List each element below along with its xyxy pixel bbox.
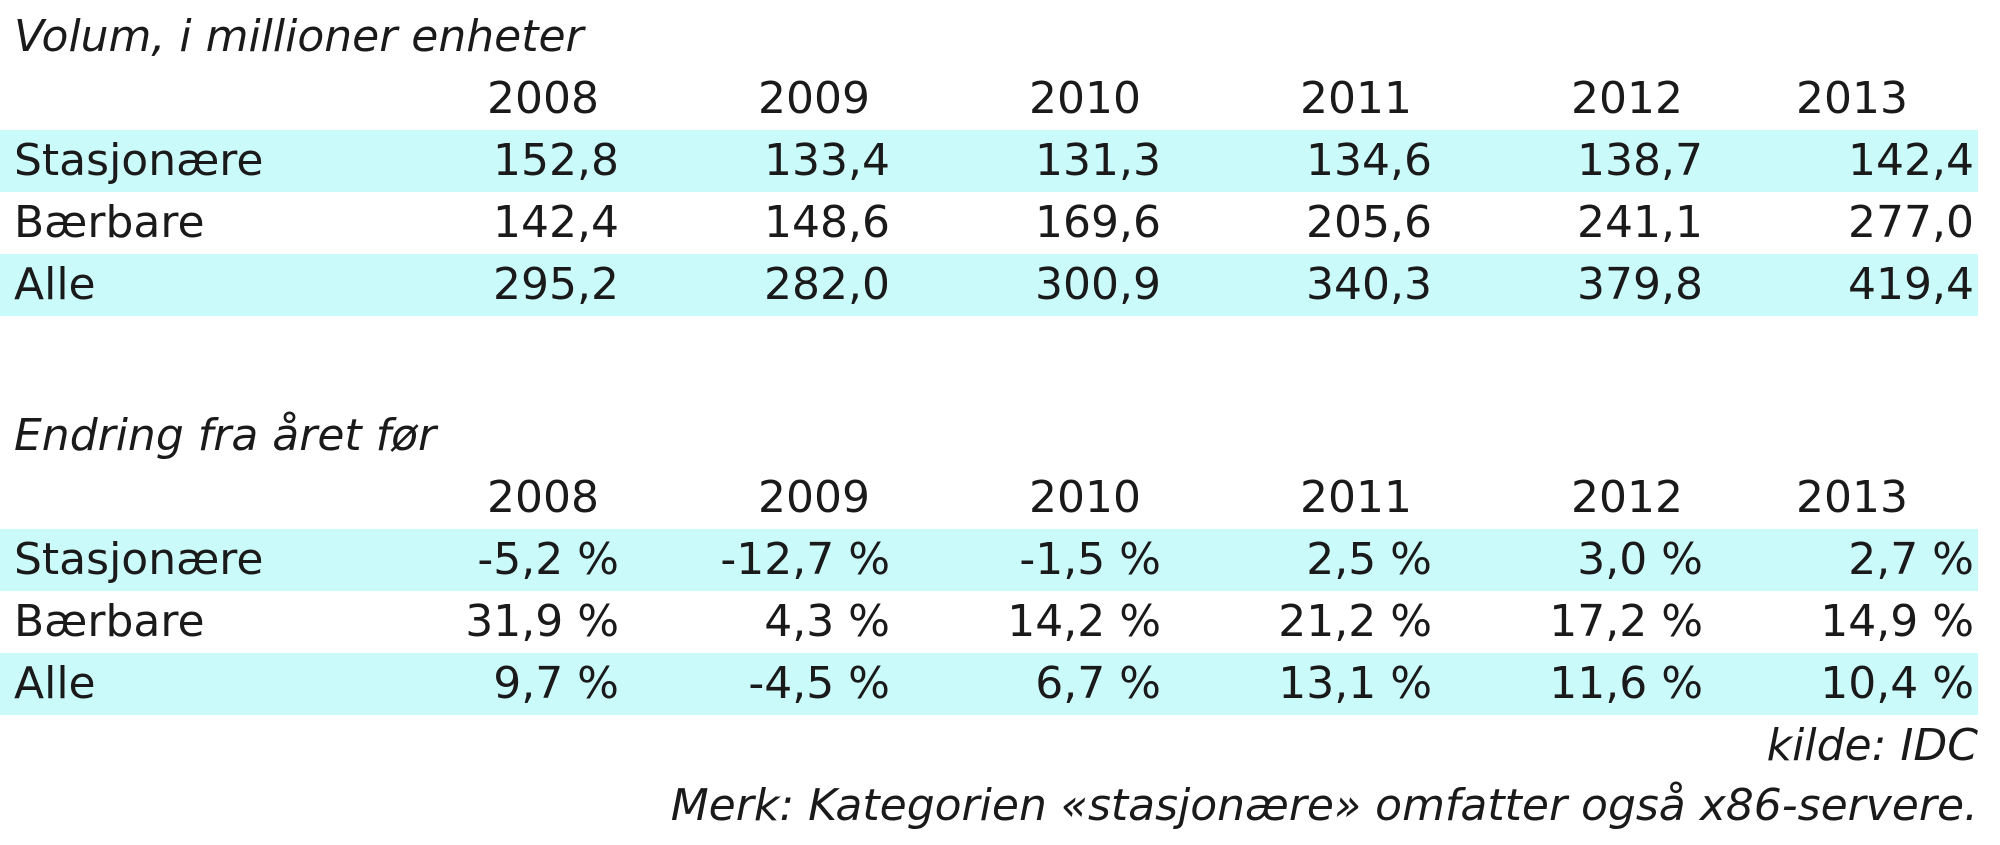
table-cell: 379,8 xyxy=(1577,259,1703,310)
table-cell: 14,9 % xyxy=(1820,596,1974,647)
row-label: Stasjonære xyxy=(14,135,264,186)
table-cell: -12,7 % xyxy=(720,534,890,585)
table-cell: 282,0 xyxy=(764,259,890,310)
year-header: 2008 xyxy=(487,73,599,124)
year-header: 2013 xyxy=(1796,73,1908,124)
row-label: Alle xyxy=(14,259,96,310)
table-cell: 13,1 % xyxy=(1278,658,1432,709)
table-cell: 205,6 xyxy=(1306,197,1432,248)
table-cell: 21,2 % xyxy=(1278,596,1432,647)
table-cell: 134,6 xyxy=(1306,135,1432,186)
volume-table-title: Volum, i millioner enheter xyxy=(14,11,584,62)
table-cell: 14,2 % xyxy=(1007,596,1161,647)
table-cell: 2,7 % xyxy=(1848,534,1974,585)
table-row: Stasjonære 152,8 133,4 131,3 134,6 138,7… xyxy=(0,130,1978,192)
table-cell: 419,4 xyxy=(1848,259,1974,310)
table-cell: -1,5 % xyxy=(1019,534,1161,585)
year-header: 2008 xyxy=(487,472,599,523)
year-header: 2013 xyxy=(1796,472,1908,523)
row-label: Alle xyxy=(14,658,96,709)
table-cell: 295,2 xyxy=(493,259,619,310)
row-label: Stasjonære xyxy=(14,534,264,585)
change-table-header-row: 2008 2009 2010 2011 2012 2013 xyxy=(0,467,1978,529)
table-cell: 340,3 xyxy=(1306,259,1432,310)
table-cell: 152,8 xyxy=(493,135,619,186)
table-row: Bærbare 142,4 148,6 169,6 205,6 241,1 27… xyxy=(0,192,1978,254)
table-cell: -4,5 % xyxy=(748,658,890,709)
change-table-title: Endring fra året før xyxy=(14,410,437,461)
table-cell: 3,0 % xyxy=(1577,534,1703,585)
table-cell: 10,4 % xyxy=(1820,658,1974,709)
table-cell: 148,6 xyxy=(764,197,890,248)
volume-table-header-row: 2008 2009 2010 2011 2012 2013 xyxy=(0,68,1978,130)
year-header: 2010 xyxy=(1029,472,1141,523)
table-row: Alle 295,2 282,0 300,9 340,3 379,8 419,4 xyxy=(0,254,1978,316)
table-cell: 131,3 xyxy=(1035,135,1161,186)
row-label: Bærbare xyxy=(14,197,205,248)
table-cell: 17,2 % xyxy=(1549,596,1703,647)
year-header: 2011 xyxy=(1300,73,1412,124)
year-header: 2009 xyxy=(758,472,870,523)
table-cell: 138,7 xyxy=(1577,135,1703,186)
row-label: Bærbare xyxy=(14,596,205,647)
table-cell: 142,4 xyxy=(1848,135,1974,186)
footnote: Merk: Kategorien «stasjonære» omfatter o… xyxy=(670,780,1978,831)
table-cell: 241,1 xyxy=(1577,197,1703,248)
table-cell: 142,4 xyxy=(493,197,619,248)
table-cell: 169,6 xyxy=(1035,197,1161,248)
source-note: kilde: IDC xyxy=(1766,720,1978,771)
table-cell: 277,0 xyxy=(1848,197,1974,248)
table-cell: 31,9 % xyxy=(465,596,619,647)
table-row: Bærbare 31,9 % 4,3 % 14,2 % 21,2 % 17,2 … xyxy=(0,591,1978,653)
table-cell: 133,4 xyxy=(764,135,890,186)
year-header: 2009 xyxy=(758,73,870,124)
table-row: Stasjonære -5,2 % -12,7 % -1,5 % 2,5 % 3… xyxy=(0,529,1978,591)
year-header: 2011 xyxy=(1300,472,1412,523)
table-cell: 6,7 % xyxy=(1035,658,1161,709)
table-cell: 11,6 % xyxy=(1549,658,1703,709)
table-cell: 300,9 xyxy=(1035,259,1161,310)
table-cell: 4,3 % xyxy=(764,596,890,647)
table-cell: 9,7 % xyxy=(493,658,619,709)
table-cell: 2,5 % xyxy=(1306,534,1432,585)
year-header: 2012 xyxy=(1571,472,1683,523)
year-header: 2010 xyxy=(1029,73,1141,124)
year-header: 2012 xyxy=(1571,73,1683,124)
table-row: Alle 9,7 % -4,5 % 6,7 % 13,1 % 11,6 % 10… xyxy=(0,653,1978,715)
table-cell: -5,2 % xyxy=(477,534,619,585)
